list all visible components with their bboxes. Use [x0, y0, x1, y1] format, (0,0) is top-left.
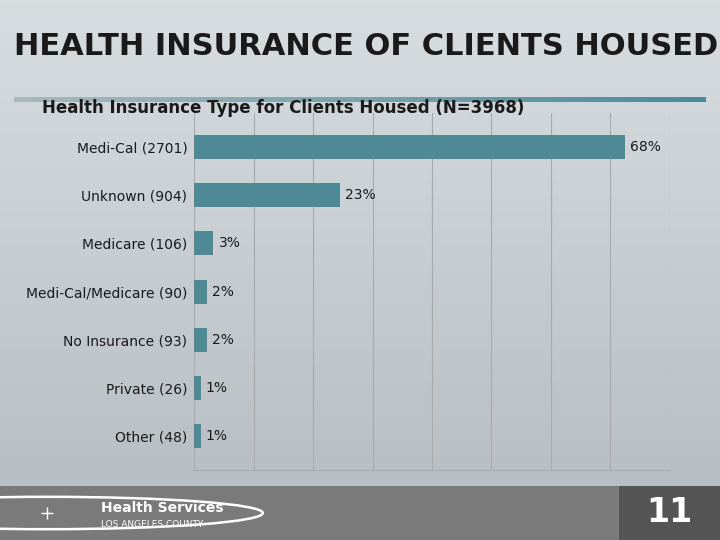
Bar: [194, 328, 207, 352]
Bar: [194, 183, 340, 207]
Text: 11: 11: [647, 496, 693, 530]
Bar: [0, 486, 720, 540]
Text: 1%: 1%: [206, 429, 228, 443]
Text: LOS ANGELES COUNTY: LOS ANGELES COUNTY: [101, 521, 203, 529]
Text: 23%: 23%: [345, 188, 376, 202]
Text: 2%: 2%: [212, 333, 234, 347]
Text: 68%: 68%: [630, 140, 661, 154]
Bar: [194, 135, 625, 159]
Text: 1%: 1%: [206, 381, 228, 395]
Text: HEALTH INSURANCE OF CLIENTS HOUSED: HEALTH INSURANCE OF CLIENTS HOUSED: [14, 32, 719, 61]
Text: 2%: 2%: [212, 285, 234, 299]
Bar: [194, 232, 213, 255]
Bar: [194, 424, 201, 448]
Bar: [619, 486, 720, 540]
Bar: [194, 376, 201, 400]
Text: 3%: 3%: [218, 237, 240, 251]
Text: Health Insurance Type for Clients Housed (N=3968): Health Insurance Type for Clients Housed…: [42, 99, 524, 117]
Text: Health Services: Health Services: [101, 501, 223, 515]
Bar: [194, 280, 207, 303]
